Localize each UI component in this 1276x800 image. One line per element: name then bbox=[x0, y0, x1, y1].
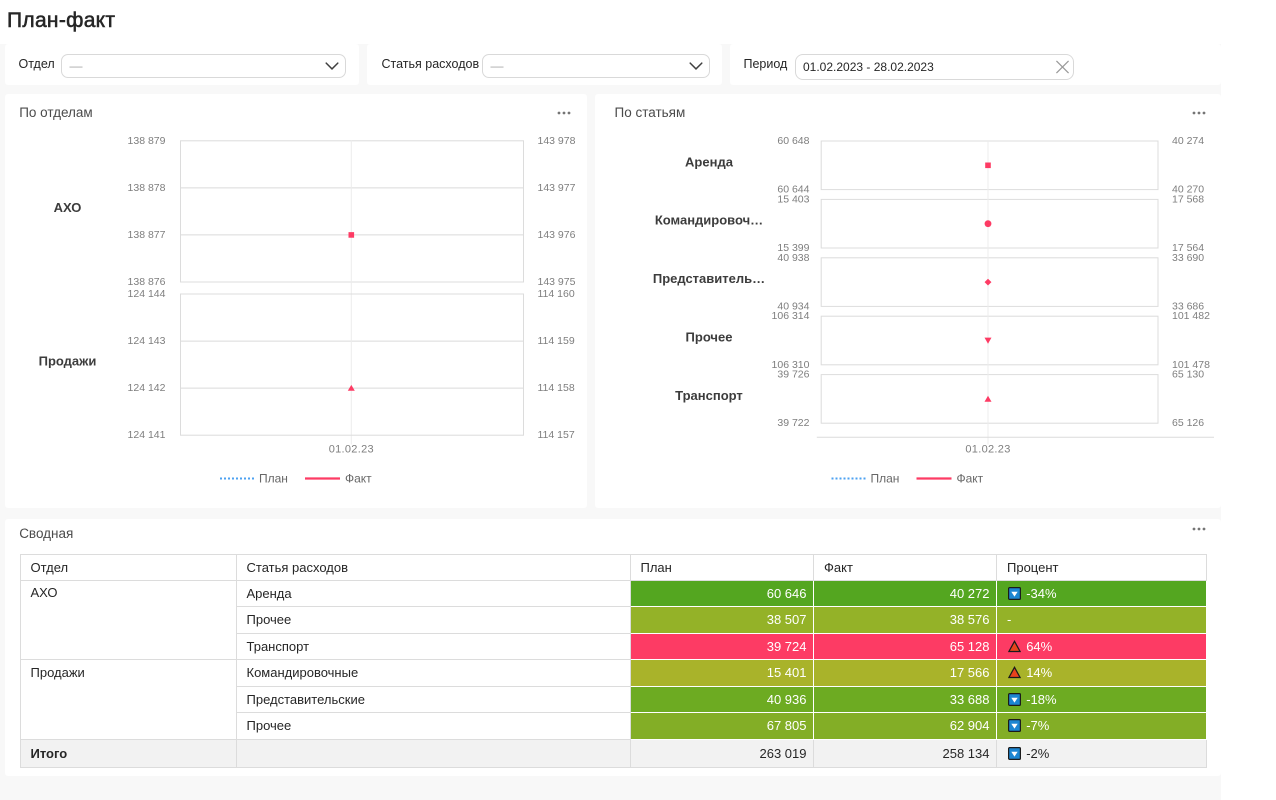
svg-text:143 977: 143 977 bbox=[538, 182, 576, 194]
svg-text:Прочее: Прочее bbox=[686, 330, 733, 345]
svg-text:138 876: 138 876 bbox=[128, 276, 166, 288]
svg-text:143 976: 143 976 bbox=[538, 229, 576, 241]
svg-text:План: План bbox=[871, 472, 900, 486]
svg-text:17 564: 17 564 bbox=[1172, 242, 1204, 254]
svg-text:106 314: 106 314 bbox=[772, 310, 810, 322]
svg-text:40 934: 40 934 bbox=[777, 300, 809, 312]
svg-text:Аренда: Аренда bbox=[685, 154, 734, 169]
svg-text:65 126: 65 126 bbox=[1172, 417, 1204, 429]
svg-text:124 144: 124 144 bbox=[128, 288, 166, 300]
svg-text:138 879: 138 879 bbox=[128, 135, 166, 147]
svg-text:114 157: 114 157 bbox=[538, 429, 575, 441]
svg-text:17 568: 17 568 bbox=[1172, 193, 1204, 205]
svg-text:124 141: 124 141 bbox=[128, 429, 166, 441]
svg-text:101 482: 101 482 bbox=[1172, 310, 1210, 322]
svg-text:114 158: 114 158 bbox=[538, 382, 575, 394]
svg-text:65 130: 65 130 bbox=[1172, 369, 1204, 381]
svg-text:Продажи: Продажи bbox=[39, 353, 97, 368]
svg-text:60 644: 60 644 bbox=[777, 184, 809, 196]
svg-text:138 877: 138 877 bbox=[128, 229, 166, 241]
svg-text:106 310: 106 310 bbox=[772, 359, 810, 371]
svg-text:15 399: 15 399 bbox=[777, 242, 809, 254]
svg-text:138 878: 138 878 bbox=[128, 182, 166, 194]
svg-text:Командировоч…: Командировоч… bbox=[655, 213, 763, 228]
svg-text:143 978: 143 978 bbox=[538, 135, 576, 147]
svg-text:АХО: АХО bbox=[54, 200, 82, 215]
svg-text:124 142: 124 142 bbox=[128, 382, 166, 394]
svg-text:Факт: Факт bbox=[957, 472, 984, 486]
svg-text:124 143: 124 143 bbox=[128, 335, 166, 347]
svg-text:40 938: 40 938 bbox=[777, 252, 809, 264]
svg-text:План: План bbox=[259, 472, 288, 486]
svg-text:Транспорт: Транспорт bbox=[675, 388, 743, 403]
svg-text:15 403: 15 403 bbox=[777, 193, 809, 205]
svg-text:Представитель…: Представитель… bbox=[653, 271, 765, 286]
svg-text:39 722: 39 722 bbox=[777, 417, 809, 429]
svg-text:101 478: 101 478 bbox=[1172, 359, 1210, 371]
svg-text:40 274: 40 274 bbox=[1172, 135, 1204, 147]
svg-text:01.02.23: 01.02.23 bbox=[965, 444, 1010, 456]
svg-text:01.02.23: 01.02.23 bbox=[329, 444, 374, 456]
svg-text:60 648: 60 648 bbox=[777, 135, 809, 147]
svg-text:114 160: 114 160 bbox=[538, 288, 575, 300]
svg-text:143 975: 143 975 bbox=[538, 276, 576, 288]
svg-text:33 686: 33 686 bbox=[1172, 300, 1204, 312]
svg-text:33 690: 33 690 bbox=[1172, 252, 1204, 264]
svg-text:114 159: 114 159 bbox=[538, 335, 575, 347]
svg-text:40 270: 40 270 bbox=[1172, 184, 1204, 196]
svg-text:39 726: 39 726 bbox=[777, 369, 809, 381]
svg-text:Факт: Факт bbox=[345, 472, 372, 486]
